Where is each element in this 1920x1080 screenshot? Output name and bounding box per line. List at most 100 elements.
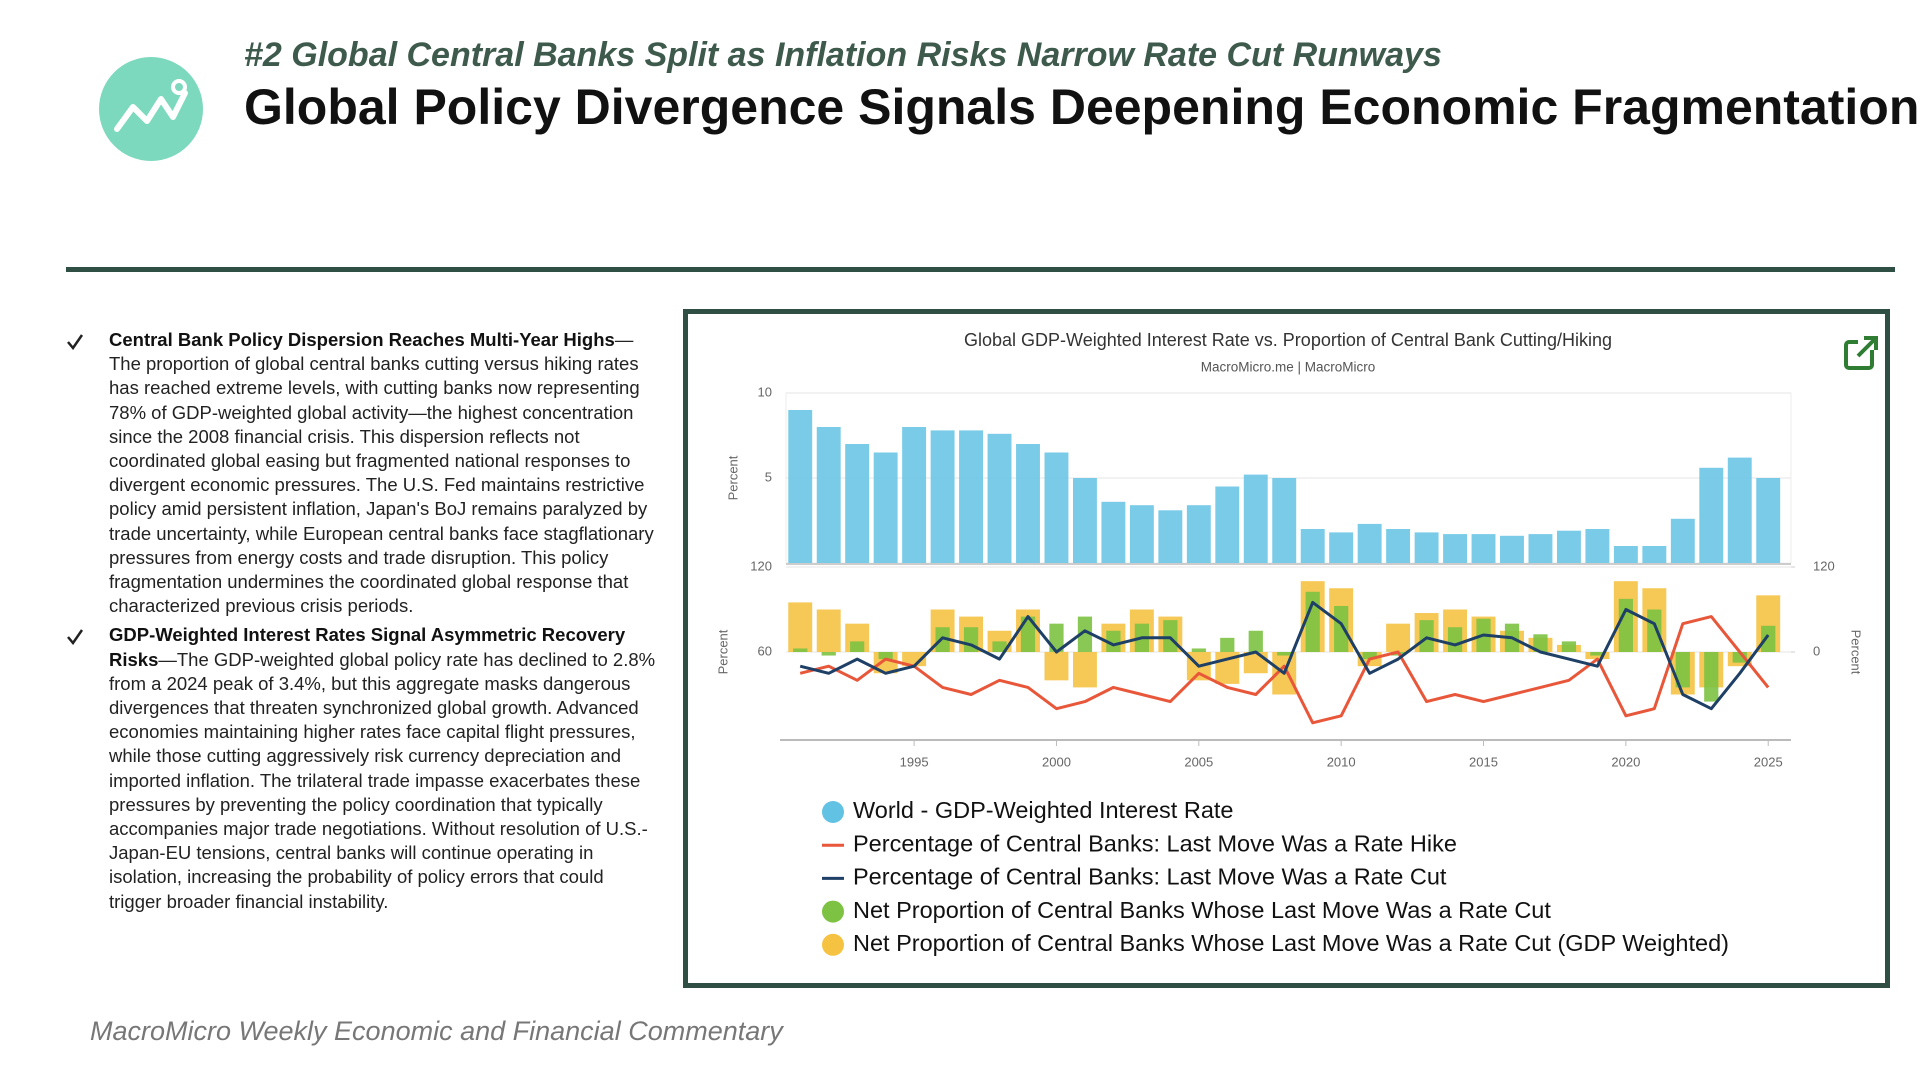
bar (878, 652, 893, 660)
bar (1362, 652, 1377, 660)
bar (1077, 616, 1093, 652)
bar (1300, 529, 1325, 563)
x-tick-label: 2025 (1754, 754, 1783, 769)
bar (1561, 641, 1577, 652)
legend-marker (822, 900, 844, 923)
bar (788, 410, 813, 563)
title: Global Policy Divergence Signals Deepeni… (244, 79, 1920, 135)
bar (1334, 605, 1349, 652)
bar (1386, 623, 1411, 652)
bullet-heading: Central Bank Policy Dispersion Reaches M… (109, 329, 615, 350)
bar (816, 427, 841, 563)
bar (1533, 634, 1548, 652)
bar (987, 433, 1012, 563)
bar (1016, 444, 1040, 563)
legend-label: Percentage of Central Banks: Last Move W… (853, 830, 1457, 856)
bar (1072, 478, 1097, 563)
bar (902, 427, 927, 563)
bar (1186, 505, 1211, 563)
legend-label: Net Proportion of Central Banks Whose La… (853, 930, 1729, 956)
bar (1590, 652, 1605, 656)
y2-tick-label: 120 (1813, 558, 1835, 573)
bar (1761, 625, 1776, 652)
bar (1272, 478, 1297, 563)
bar (821, 652, 836, 656)
x-tick-label: 2015 (1469, 754, 1498, 769)
bar (788, 602, 813, 652)
x-tick-label: 2020 (1611, 754, 1640, 769)
legend-marker (822, 933, 844, 956)
bar (1072, 652, 1097, 688)
bar (1044, 452, 1069, 563)
y-tick-label: 5 (765, 469, 772, 484)
bar (1585, 652, 1610, 660)
chart-subtitle: MacroMicro.me | MacroMicro (1201, 360, 1376, 375)
bar (902, 652, 927, 667)
bar (930, 430, 955, 563)
x-tick-label: 1995 (900, 754, 929, 769)
bar (1618, 598, 1633, 652)
bar (816, 609, 841, 652)
bar (1248, 630, 1263, 652)
open-link-icon[interactable] (1844, 336, 1878, 370)
bar (1129, 505, 1154, 563)
legend-marker (822, 801, 844, 823)
bar (1191, 648, 1206, 652)
bar (1305, 591, 1320, 652)
logo-icon (99, 57, 203, 161)
bar (1443, 534, 1468, 563)
bar (1647, 609, 1662, 652)
bar (992, 641, 1007, 652)
chart-title: Global GDP-Weighted Interest Rate vs. Pr… (964, 330, 1612, 350)
bullet: GDP-Weighted Interest Rates Signal Asymm… (66, 623, 656, 913)
y2-axis-label: Percent (1849, 630, 1864, 675)
legend-label: Percentage of Central Banks: Last Move W… (853, 864, 1447, 890)
y2-tick-label: 0 (1813, 643, 1820, 658)
bar (845, 444, 870, 563)
bullet-text: —The GDP-weighted global policy rate has… (109, 648, 656, 912)
bar (1528, 534, 1553, 563)
bullet-text: —The proportion of global central banks … (109, 329, 654, 617)
chart: Global GDP-Weighted Interest Rate vs. Pr… (715, 330, 1878, 956)
line (799, 615, 1770, 725)
footer: MacroMicro Weekly Economic and Financial… (90, 1016, 783, 1046)
bar (850, 641, 865, 652)
bar (1329, 532, 1354, 563)
bar (1585, 529, 1610, 563)
bar (1732, 652, 1747, 663)
bar (1357, 523, 1382, 563)
bar (1675, 652, 1690, 688)
bar (1243, 474, 1268, 563)
bar (1500, 535, 1524, 563)
bar (873, 452, 898, 563)
legend-label: World - GDP-Weighted Interest Rate (853, 797, 1234, 823)
y-tick-label: 120 (750, 558, 772, 573)
bar (1756, 478, 1781, 563)
bar (1049, 623, 1064, 652)
divider (66, 267, 1895, 272)
subtitle: #2 Global Central Banks Split as Inflati… (244, 36, 1442, 74)
bar (1386, 529, 1411, 563)
bullet: Central Bank Policy Dispersion Reaches M… (66, 328, 656, 618)
bar (1556, 530, 1581, 563)
bullet-list: Central Bank Policy Dispersion Reaches M… (66, 328, 656, 919)
check-icon (67, 334, 84, 350)
y-axis-label: Percent (725, 455, 740, 500)
line (799, 600, 1770, 711)
bar (1020, 616, 1036, 652)
y-tick-label: 60 (758, 643, 772, 658)
bar (1613, 546, 1638, 563)
bar (1447, 627, 1463, 652)
bar (1642, 546, 1667, 563)
bar (1414, 532, 1439, 563)
bar (1704, 652, 1719, 702)
bar (793, 648, 808, 652)
bar (1419, 620, 1434, 652)
bar (1727, 457, 1752, 563)
y-tick-label: 10 (758, 384, 772, 399)
bar (1106, 630, 1121, 652)
legend-label: Net Proportion of Central Banks Whose La… (853, 897, 1551, 923)
bullet-heading: GDP-Weighted Interest Rates Signal Asymm… (109, 624, 626, 670)
bar (1044, 652, 1069, 681)
